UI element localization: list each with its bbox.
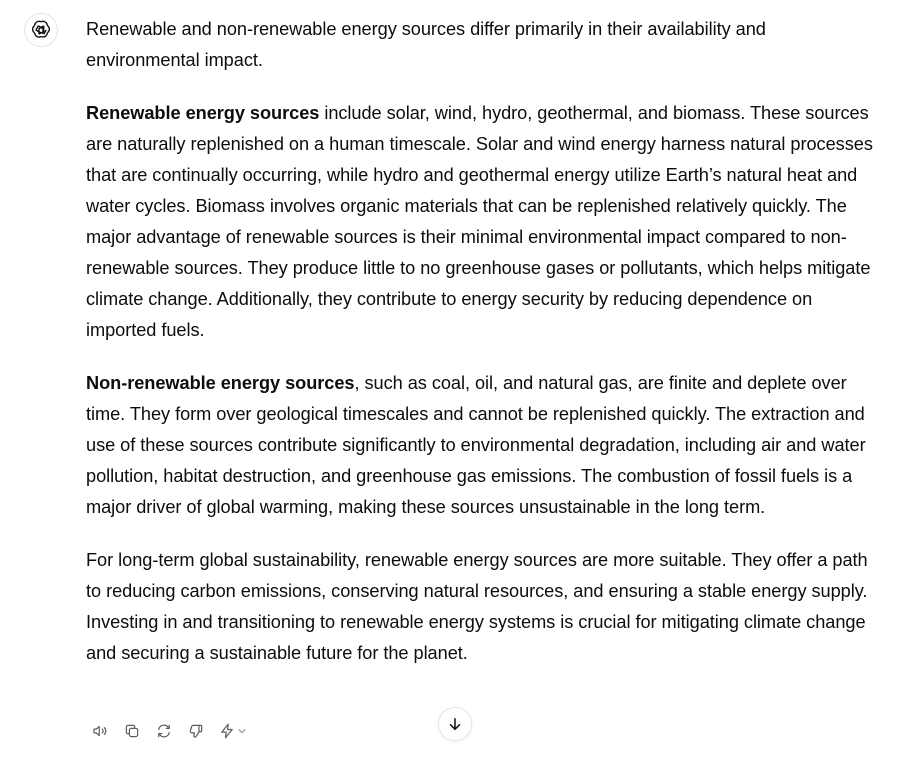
nonrenewable-body: , such as coal, oil, and natural gas, ar…	[86, 373, 866, 517]
openai-logo-icon	[31, 20, 51, 38]
assistant-message: Renewable and non-renewable energy sourc…	[86, 14, 876, 691]
message-actions	[84, 716, 252, 746]
renewable-body: include solar, wind, hydro, geothermal, …	[86, 103, 873, 340]
renewable-heading: Renewable energy sources	[86, 103, 320, 123]
regenerate-button[interactable]	[148, 716, 180, 746]
arrow-down-icon	[449, 718, 461, 730]
conclusion-paragraph: For long-term global sustainability, ren…	[86, 550, 868, 663]
nonrenewable-paragraph: Non-renewable energy sources, such as co…	[86, 368, 876, 523]
read-aloud-button[interactable]	[84, 716, 116, 746]
assistant-avatar	[24, 13, 58, 47]
lightning-icon	[220, 723, 233, 739]
copy-icon	[125, 724, 139, 738]
thumbs-down-icon	[189, 724, 203, 738]
scroll-to-bottom-button[interactable]	[438, 707, 472, 741]
model-switch-button[interactable]	[212, 716, 252, 746]
nonrenewable-heading: Non-renewable energy sources	[86, 373, 355, 393]
thumbs-down-button[interactable]	[180, 716, 212, 746]
intro-paragraph: Renewable and non-renewable energy sourc…	[86, 19, 766, 70]
copy-button[interactable]	[116, 716, 148, 746]
speaker-icon	[93, 725, 107, 737]
refresh-icon	[158, 724, 170, 738]
renewable-paragraph: Renewable energy sources include solar, …	[86, 98, 876, 346]
chevron-down-icon	[237, 729, 246, 734]
